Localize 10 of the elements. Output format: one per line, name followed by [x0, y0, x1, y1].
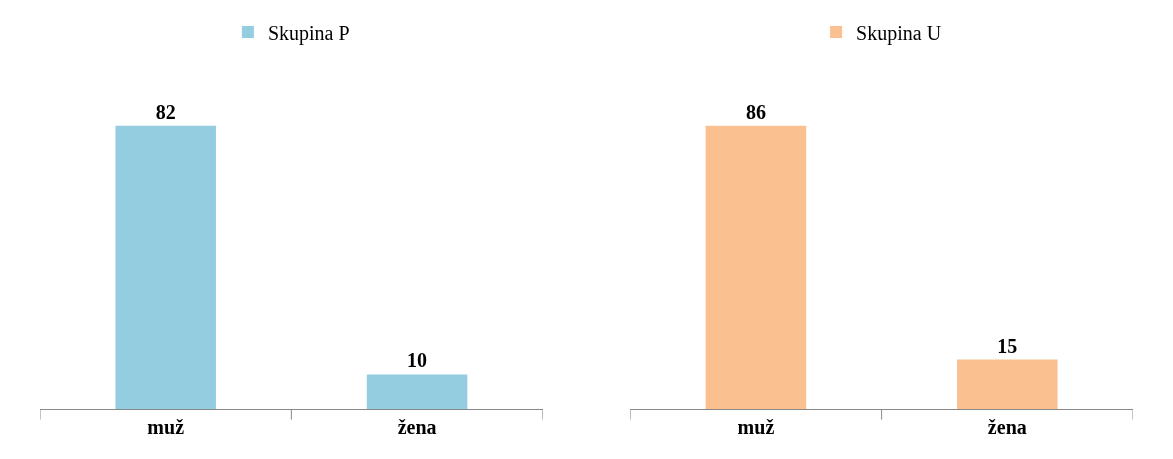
- legend-label: Skupina U: [856, 21, 942, 45]
- data-label: 15: [997, 334, 1018, 357]
- data-label: 86: [745, 100, 766, 123]
- x-tick-label: žena: [397, 416, 437, 438]
- data-label: 82: [155, 100, 176, 123]
- legend-label: Skupina P: [267, 21, 350, 45]
- x-tick-label: žena: [987, 416, 1027, 438]
- x-tick-label: muž: [737, 416, 775, 438]
- data-label: 10: [407, 349, 428, 372]
- x-tick-label: muž: [147, 416, 185, 438]
